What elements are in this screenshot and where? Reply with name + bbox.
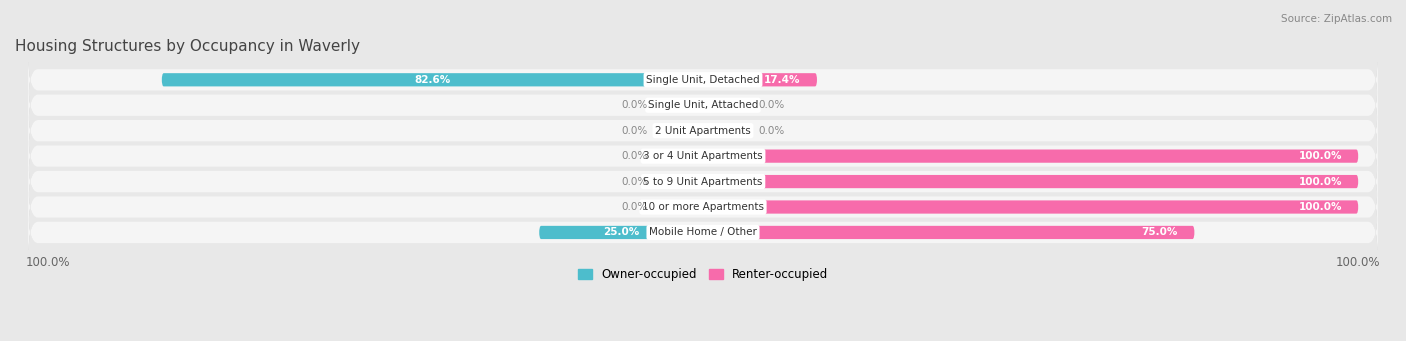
FancyBboxPatch shape [703,149,1358,163]
FancyBboxPatch shape [28,128,1378,184]
FancyBboxPatch shape [657,99,703,112]
Text: 100.0%: 100.0% [1298,151,1341,161]
FancyBboxPatch shape [657,175,703,188]
FancyBboxPatch shape [657,149,703,163]
FancyBboxPatch shape [28,153,1378,210]
FancyBboxPatch shape [703,124,749,137]
FancyBboxPatch shape [657,124,703,137]
Text: 82.6%: 82.6% [415,75,450,85]
FancyBboxPatch shape [28,205,1378,261]
Text: 3 or 4 Unit Apartments: 3 or 4 Unit Apartments [643,151,763,161]
Text: 0.0%: 0.0% [759,126,785,136]
FancyBboxPatch shape [28,52,1378,107]
Text: 0.0%: 0.0% [621,151,647,161]
FancyBboxPatch shape [28,103,1378,159]
FancyBboxPatch shape [703,226,1195,239]
FancyBboxPatch shape [28,154,1378,209]
Text: Single Unit, Detached: Single Unit, Detached [647,75,759,85]
FancyBboxPatch shape [703,99,749,112]
Text: 0.0%: 0.0% [621,177,647,187]
FancyBboxPatch shape [28,179,1378,235]
Text: 100.0%: 100.0% [1298,202,1341,212]
Text: 75.0%: 75.0% [1142,227,1178,237]
Text: Mobile Home / Other: Mobile Home / Other [650,227,756,237]
Text: 2 Unit Apartments: 2 Unit Apartments [655,126,751,136]
Text: Source: ZipAtlas.com: Source: ZipAtlas.com [1281,14,1392,24]
Text: Housing Structures by Occupancy in Waverly: Housing Structures by Occupancy in Waver… [15,39,360,54]
FancyBboxPatch shape [28,103,1378,158]
FancyBboxPatch shape [162,73,703,86]
Text: 17.4%: 17.4% [763,75,800,85]
Text: 0.0%: 0.0% [621,100,647,110]
FancyBboxPatch shape [28,52,1378,108]
FancyBboxPatch shape [28,205,1378,260]
Text: 100.0%: 100.0% [1298,177,1341,187]
Text: 5 to 9 Unit Apartments: 5 to 9 Unit Apartments [644,177,762,187]
Text: 0.0%: 0.0% [759,100,785,110]
FancyBboxPatch shape [28,179,1378,235]
FancyBboxPatch shape [657,201,703,213]
Text: 25.0%: 25.0% [603,227,640,237]
FancyBboxPatch shape [28,77,1378,133]
Text: 0.0%: 0.0% [621,126,647,136]
Text: Single Unit, Attached: Single Unit, Attached [648,100,758,110]
Text: 0.0%: 0.0% [621,202,647,212]
FancyBboxPatch shape [703,175,1358,188]
Text: 10 or more Apartments: 10 or more Apartments [643,202,763,212]
FancyBboxPatch shape [538,226,703,239]
FancyBboxPatch shape [703,73,817,86]
FancyBboxPatch shape [28,78,1378,133]
Legend: Owner-occupied, Renter-occupied: Owner-occupied, Renter-occupied [572,263,834,286]
FancyBboxPatch shape [28,129,1378,183]
FancyBboxPatch shape [703,201,1358,213]
